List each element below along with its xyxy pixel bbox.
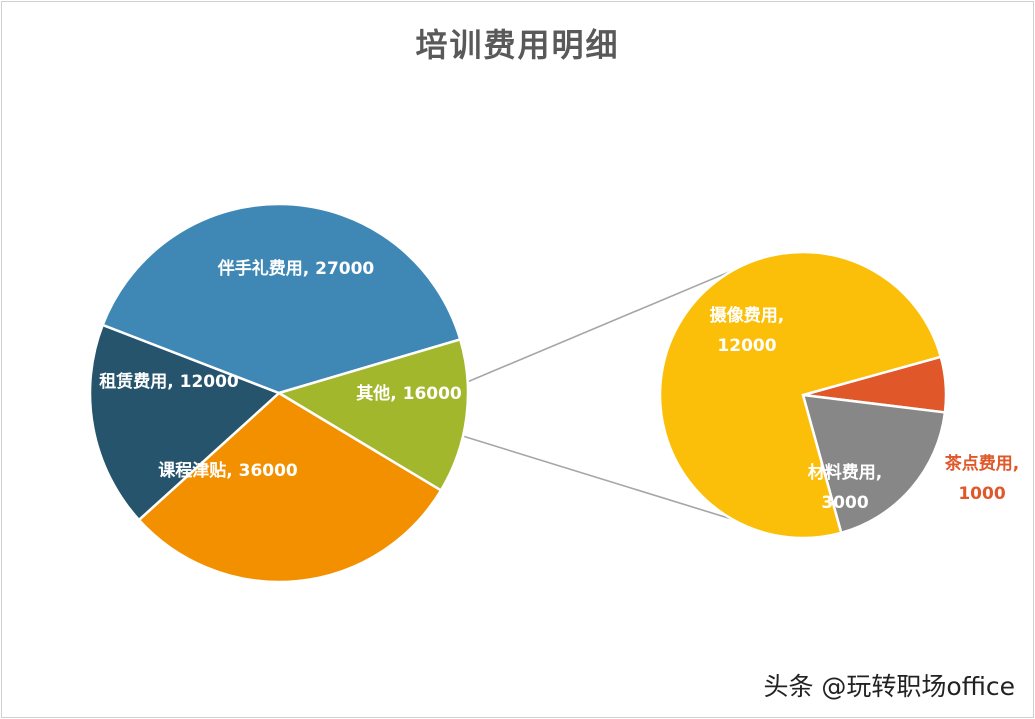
data-label-材料费用: 材料费用, 3000 — [808, 462, 882, 513]
watermark-text: 头条 @玩转职场office — [763, 672, 1015, 701]
data-label-其他: 其他, 16000 — [356, 383, 462, 404]
data-label-茶点费用: 茶点费用, 1000 — [945, 453, 1019, 504]
pie-slice-材料费用 — [801, 393, 947, 535]
data-label-伴手礼费用: 伴手礼费用, 27000 — [217, 258, 375, 279]
pie-slice-租赁费用 — [275, 337, 470, 493]
pie-slice-摄像费用 — [658, 250, 943, 540]
pie-slice-课程津贴 — [101, 202, 462, 395]
main-pie — [88, 202, 470, 584]
pie-slice-伴手礼费用 — [137, 391, 443, 584]
data-label-租赁费用: 租赁费用, 12000 — [99, 371, 239, 392]
data-label-摄像费用: 摄像费用, 12000 — [710, 305, 784, 356]
pie-slice-其他 — [88, 323, 282, 522]
data-label-课程津贴: 课程津贴, 36000 — [158, 460, 298, 481]
data-labels: 伴手礼费用, 27000 其他, 16000 课程津贴, 36000 租赁费用, 12… — [99, 258, 1019, 513]
chart-title: 培训费用明细 — [415, 26, 620, 64]
sub-pie — [658, 250, 948, 540]
